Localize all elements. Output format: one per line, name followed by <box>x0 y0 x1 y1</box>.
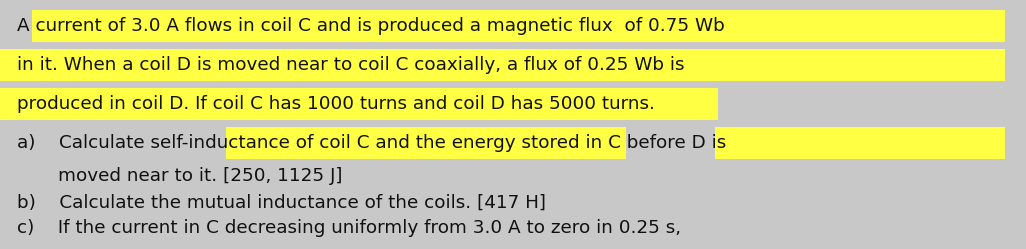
Text: a)    Calculate self-inductance of coil C and the energy stored in C before D is: a) Calculate self-inductance of coil C a… <box>17 134 726 152</box>
Bar <box>32 10 1005 42</box>
Text: moved near to it. [250, 1125 J]: moved near to it. [250, 1125 J] <box>17 167 343 185</box>
Bar <box>226 127 626 159</box>
Text: A current of 3.0 A flows in coil C and is produced a magnetic flux  of 0.75 Wb: A current of 3.0 A flows in coil C and i… <box>17 17 725 35</box>
Text: b)    Calculate the mutual inductance of the coils. [417 H]: b) Calculate the mutual inductance of th… <box>17 194 547 212</box>
Text: c)    If the current in C decreasing uniformly from 3.0 A to zero in 0.25 s,: c) If the current in C decreasing unifor… <box>17 219 681 237</box>
Bar <box>0 88 718 120</box>
Text: in it. When a coil D is moved near to coil C coaxially, a flux of 0.25 Wb is: in it. When a coil D is moved near to co… <box>17 56 685 74</box>
Text: produced in coil D. If coil C has 1000 turns and coil D has 5000 turns.: produced in coil D. If coil C has 1000 t… <box>17 95 656 113</box>
Bar <box>0 49 1005 81</box>
Bar <box>715 127 1005 159</box>
